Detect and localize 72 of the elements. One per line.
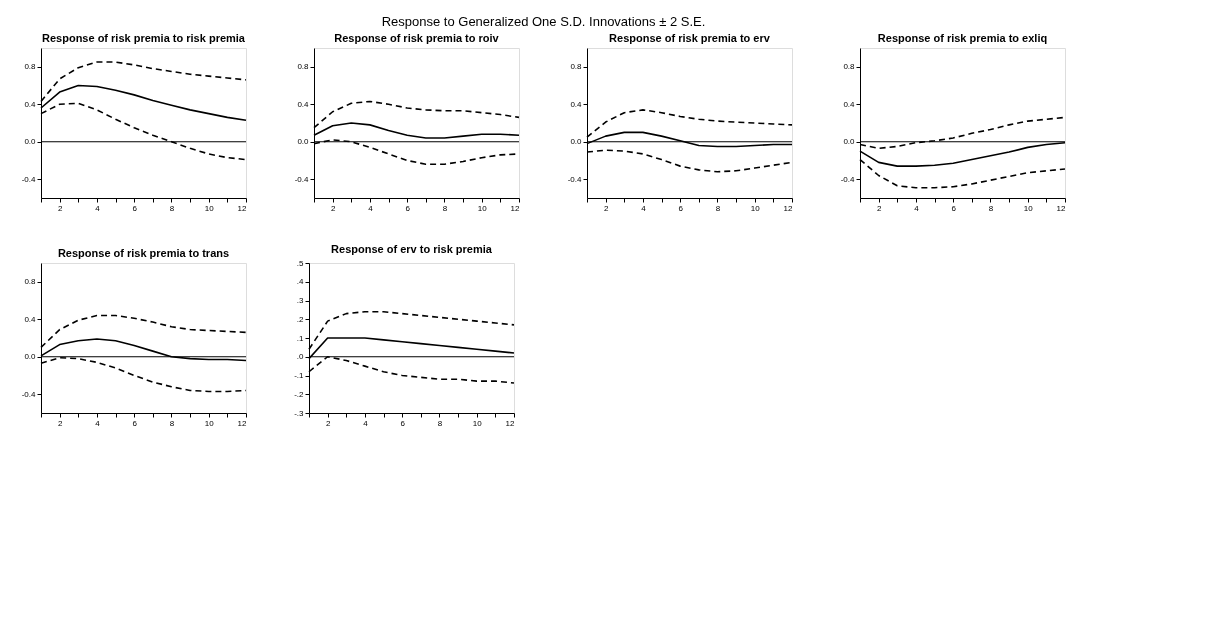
chart-title: Response of risk premia to trans [57,247,230,259]
y-tick-label: 0.8 [24,62,37,72]
y-tick-label: -0.4 [567,174,583,184]
y-tick-label: 0.4 [297,99,310,109]
x-tick-label: 4 [914,203,920,213]
chart-title: Response of erv to risk premia [331,243,493,255]
chart-title: Response of risk premia to erv [609,32,771,44]
x-tick-label: 4 [368,203,374,213]
x-tick-label: 10 [477,203,488,213]
y-tick-label: .4 [296,277,305,287]
x-tick-label: 6 [400,418,406,428]
x-tick-label: 8 [169,203,175,213]
x-tick-label: 8 [988,203,994,213]
text: Response to Generalized One S.D. Innovations ± 2 S.E. [381,13,706,29]
y-tick-label: .1 [296,333,305,343]
x-tick-label: 2 [330,203,336,213]
y-tick-label: 0.4 [843,99,856,109]
y-tick-label: -.3 [294,408,305,418]
chart-title: Response of risk premia to roiv [334,32,500,44]
x-tick-label: 12 [783,203,794,213]
y-tick-label: 0.0 [843,137,856,147]
y-tick-label: 0.4 [24,314,37,324]
x-tick-label: 12 [510,203,521,213]
x-tick-label: 8 [442,203,448,213]
x-tick-label: 4 [363,418,369,428]
x-tick-label: 8 [437,418,443,428]
y-tick-label: -0.4 [21,389,37,399]
x-tick-label: 8 [169,418,175,428]
x-tick-label: 10 [204,418,215,428]
y-tick-label: 0.8 [570,62,583,72]
y-tick-label: 0.8 [24,277,37,287]
x-tick-label: 2 [57,418,63,428]
y-tick-label: 0.0 [24,352,37,362]
x-tick-label: 4 [95,418,101,428]
x-tick-label: 2 [603,203,609,213]
x-tick-label: 2 [57,203,63,213]
chart-title: Response of risk premia to risk premia [42,32,246,44]
x-tick-label: 2 [325,418,331,428]
y-tick-label: 0.4 [24,99,37,109]
x-tick-label: 6 [678,203,684,213]
x-tick-label: 10 [204,203,215,213]
x-tick-label: 10 [472,418,483,428]
x-tick-label: 4 [95,203,101,213]
y-tick-label: 0.8 [843,62,856,72]
y-tick-label: -.2 [294,389,305,399]
y-tick-label: 0.4 [570,99,583,109]
x-tick-label: 6 [132,203,138,213]
y-tick-label: 0.0 [570,137,583,147]
y-tick-label: 0.0 [297,137,310,147]
y-tick-label: -0.4 [21,174,37,184]
x-tick-label: 12 [237,203,248,213]
x-tick-label: 6 [132,418,138,428]
x-tick-label: 4 [641,203,647,213]
y-tick-label: 0.0 [24,137,37,147]
y-tick-label: -.1 [294,371,305,380]
y-tick-label: 0.8 [297,62,310,72]
y-tick-label: -0.4 [840,174,856,184]
x-tick-label: 10 [1023,203,1034,213]
x-tick-label: 6 [405,203,411,213]
chart-title: Response of risk premia to exliq [877,32,1048,44]
x-tick-label: 12 [505,418,516,428]
y-tick-label: .0 [296,352,305,362]
x-tick-label: 12 [1056,203,1067,213]
x-tick-label: 12 [237,418,248,428]
y-tick-label: .3 [296,296,305,305]
y-tick-label: -0.4 [294,174,310,184]
x-tick-label: 2 [876,203,882,213]
y-tick-label: .2 [296,314,305,324]
x-tick-label: 6 [951,203,957,213]
y-tick-label: .5 [296,258,305,268]
x-tick-label: 10 [750,203,761,213]
x-tick-label: 8 [715,203,721,213]
